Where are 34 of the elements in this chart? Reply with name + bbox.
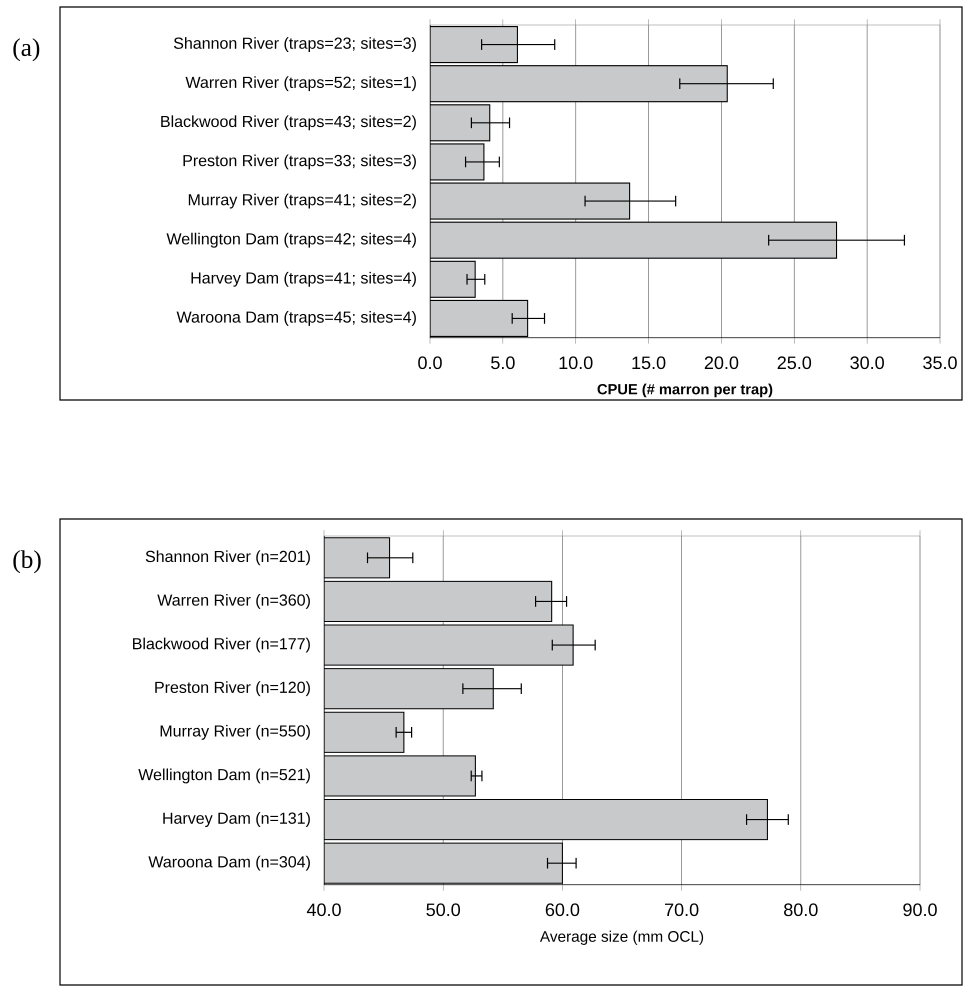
y-tick-label: Blackwood River (n=177) xyxy=(133,638,310,653)
x-tick-label: 10.0 xyxy=(560,356,593,370)
y-tick-label: Harvey Dam (traps=41; sites=4) xyxy=(191,272,416,287)
x-tick-label: 5.0 xyxy=(491,356,515,370)
text: (b) xyxy=(13,550,41,574)
x-tick-label: 90.0 xyxy=(903,903,937,916)
x-tick-label: 20.0 xyxy=(704,356,738,370)
x-tick-label: 70.0 xyxy=(665,903,698,916)
y-tick-label: Waroona Dam (n=304) xyxy=(148,856,310,871)
y-tick-label: Warren River (n=360) xyxy=(157,594,310,609)
y-tick-label: Shannon River (n=201) xyxy=(146,550,310,566)
y-tick-label: Murray River (n=550) xyxy=(160,724,310,740)
y-tick-label: Wellington Dam (traps=42; sites=4) xyxy=(166,232,416,248)
y-tick-label: Murray River (traps=41; sites=2) xyxy=(188,194,416,209)
x-tick-label: 30.0 xyxy=(850,356,884,370)
x-tick-label: 50.0 xyxy=(426,903,460,916)
x-tick-label: 60.0 xyxy=(546,903,580,916)
y-tick-label: Waroona Dam (traps=45; sites=4) xyxy=(176,310,416,326)
x-tick-label: 35.0 xyxy=(923,356,957,370)
text: (a) xyxy=(13,38,40,62)
y-tick-label: Wellington Dam (n=521) xyxy=(138,768,310,784)
y-tick-label: Warren River (traps=52; sites=1) xyxy=(186,76,416,92)
x-tick-label: 0.0 xyxy=(418,356,442,370)
x-axis-title: Average size (mm OCL) xyxy=(540,930,704,945)
y-tick-label: Shannon River (traps=23; sites=3) xyxy=(174,37,416,52)
x-tick-label: 15.0 xyxy=(632,356,666,370)
y-tick-label: Preston River (n=120) xyxy=(155,681,310,696)
y-tick-label: Blackwood River (traps=43; sites=2) xyxy=(161,115,416,130)
y-tick-label: Harvey Dam (n=131) xyxy=(163,812,310,828)
x-tick-label: 80.0 xyxy=(784,903,818,916)
x-tick-label: 25.0 xyxy=(778,356,812,370)
x-tick-label: 40.0 xyxy=(306,903,341,916)
x-axis-title: CPUE (# marron per trap) xyxy=(598,384,772,398)
y-tick-label: Preston River (traps=33; sites=3) xyxy=(183,154,416,170)
